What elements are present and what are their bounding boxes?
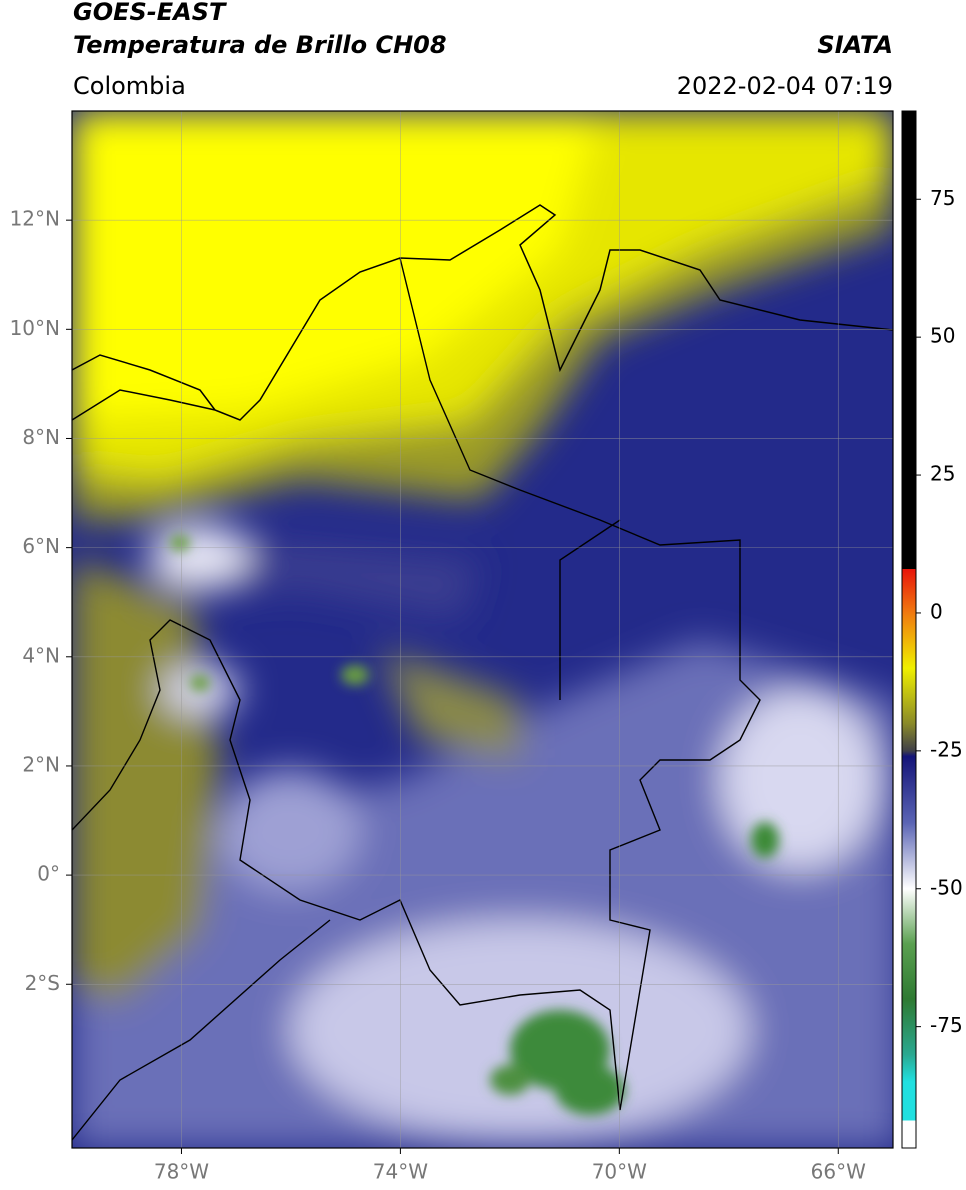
x-tick-label: 70°W [592,1160,647,1184]
y-tick-label: 8°N [22,425,60,449]
source: SIATA [817,31,893,59]
x-tick-label: 78°W [154,1160,209,1184]
x-tick-label: 74°W [373,1160,428,1184]
boundaries [72,257,761,1141]
map-frame [71,110,894,1149]
colorbar-tick-label: 0 [930,599,943,623]
region: Colombia [73,72,186,100]
axis-ticks: 78°W 74°W 70°W 66°W 12°N 10°N 8°N 6°N 4°N 2°N 0° 2°… [10,207,867,1184]
y-tick-label: 12°N [10,207,60,231]
colorbar-tick-label: -75 [930,1013,963,1037]
y-tick-label: 6°N [22,534,60,558]
timestamp: 2022-02-04 07:19 [677,72,893,100]
y-tick-label: 2°S [25,971,60,995]
colorbar-tick-label: 25 [930,462,955,486]
colorbar-bar [901,110,917,1149]
colorbar: 75 50 25 0 -25 -50 -75 [901,110,963,1149]
subtitle: Temperatura de Brillo CH08 [73,31,447,59]
colorbar-tick-label: -50 [930,875,963,899]
y-tick-label: 10°N [10,316,60,340]
satellite-image [72,111,893,1148]
y-tick-label: 2°N [22,752,60,776]
y-tick-label: 4°N [22,643,60,667]
gridlines [72,111,893,1148]
y-tick-label: 0° [37,862,60,886]
x-tick-label: 66°W [811,1160,866,1184]
colorbar-tick-label: 50 [930,324,955,348]
colorbar-tick-label: -25 [930,737,963,761]
title: GOES-EAST [73,0,227,26]
coastline [72,204,893,421]
colorbar-tick-label: 75 [930,186,955,210]
